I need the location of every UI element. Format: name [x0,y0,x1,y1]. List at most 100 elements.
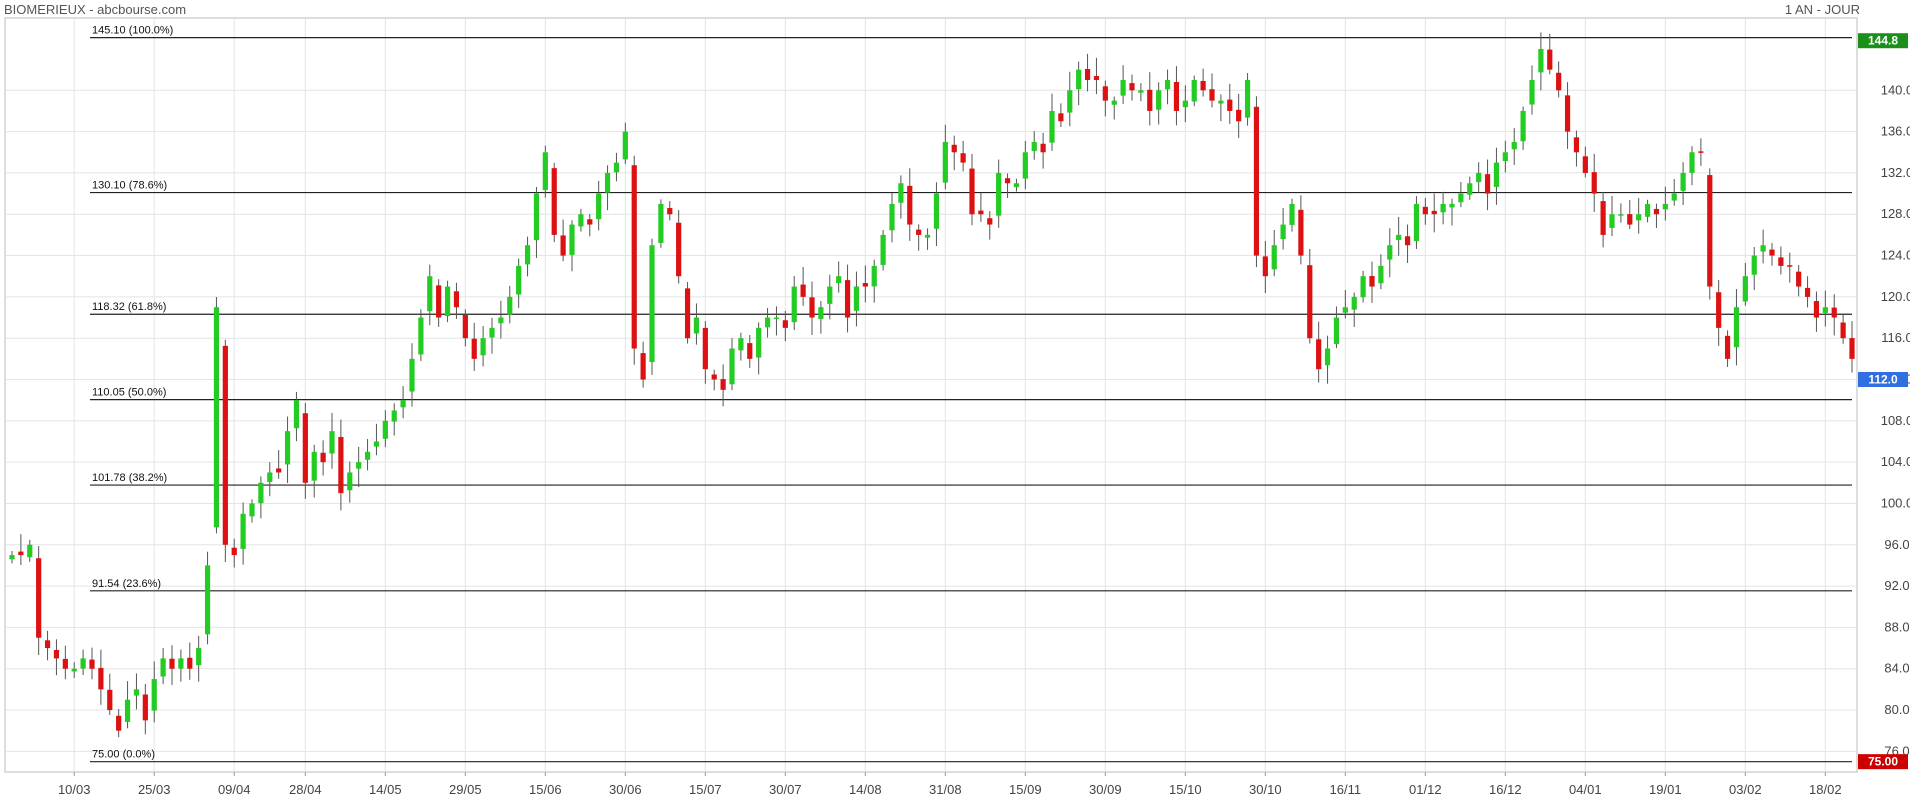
candle-body [1778,257,1784,266]
y-tick-label: 116.0 [1881,330,1910,345]
candle-body [676,222,682,277]
candle-body [400,400,406,408]
candle-body [1413,203,1420,242]
fib-level-label: 110.05 (50.0%) [92,387,166,399]
candle-body [364,451,371,460]
candle-body [1431,210,1437,215]
candle-body [533,193,540,241]
candle-body [720,379,726,390]
plot-area [4,17,1858,773]
candle-body [907,185,913,225]
candle-body [471,338,477,359]
candle-body [596,193,602,220]
candle-body [560,235,566,256]
x-tick-label: 09/04 [218,782,251,797]
candle-body [480,338,486,356]
candle-body [1324,348,1331,366]
candle-body [1138,90,1144,93]
candle-body [1040,143,1046,153]
x-tick-label: 03/02 [1729,782,1762,797]
candle-body [1209,89,1215,101]
candle-body [1591,172,1597,194]
candle-body [1378,265,1384,284]
y-tick-label: 96.0 [1884,537,1909,552]
candle-body [116,715,122,731]
x-tick-label: 01/12 [1409,782,1442,797]
candle-body [764,317,771,328]
candle-body [178,658,184,669]
candle-body [1058,113,1064,122]
y-tick-label: 136.0 [1881,124,1910,139]
candle-body [1538,48,1544,73]
candle-body [702,327,708,370]
candle-body [1582,156,1588,173]
candle-body [1680,172,1686,191]
candle-body [1671,193,1677,201]
candle-body [933,193,940,229]
candle-body [1600,201,1606,235]
y-tick-label: 108.0 [1881,413,1910,428]
candle-body [756,327,762,358]
candle-body [1022,152,1028,179]
candle-body [658,203,664,243]
candle-body [124,699,131,722]
candle-body [62,658,68,669]
candle-body [1769,249,1775,256]
candle-body [160,658,166,677]
candle-body [1724,335,1731,359]
candle-body [1076,69,1082,90]
candle-body [1147,89,1153,111]
candle-body [1396,234,1402,240]
candle-body [1742,276,1748,302]
candle-body [1520,110,1526,142]
candle-body [427,276,433,312]
candle-body [622,131,628,160]
candle-body [613,162,620,173]
candle-body [996,172,1002,216]
chart-period: 1 AN - JOUR [1784,2,1860,17]
x-tick-label: 30/09 [1089,782,1122,797]
candle-body [1244,79,1251,118]
price-badge [1858,754,1908,770]
candle-body [738,338,744,351]
candle-body [222,345,228,545]
fib-level-label: 75.00 (0.0%) [92,749,155,761]
candle-body [36,558,42,638]
candle-body [1609,214,1615,228]
candle-body [151,679,157,711]
candle-body [187,657,193,669]
candle-body [1404,236,1411,246]
candle-body [1120,79,1126,96]
candle-body [80,658,86,669]
candle-body [1013,183,1020,188]
x-tick-label: 04/01 [1569,782,1602,797]
fib-level-label: 145.10 (100.0%) [92,25,173,37]
candle-body [1440,203,1446,213]
candle-body [1733,307,1740,348]
candle-body [969,168,975,215]
candle-body [142,694,148,721]
candle-body [1049,110,1055,143]
candle-body [329,431,335,454]
candle-body [249,503,255,517]
candle-body [213,307,220,528]
candle-body [587,219,593,225]
candle-body [373,441,380,447]
candle-body [871,265,877,287]
candle-body [169,658,175,669]
candle-body [276,468,282,473]
candle-body [1102,86,1108,101]
candle-body [1716,292,1722,328]
candle-body [302,413,308,483]
candle-body [1627,214,1633,225]
x-tick-label: 14/08 [849,782,882,797]
candle-body [9,555,15,560]
candle-body [347,472,353,491]
candle-body [1191,79,1197,102]
candle-body [258,482,264,504]
candle-body [444,286,451,317]
candle-body [1573,137,1580,153]
candle-body [809,297,815,318]
candle-body [1787,265,1793,267]
